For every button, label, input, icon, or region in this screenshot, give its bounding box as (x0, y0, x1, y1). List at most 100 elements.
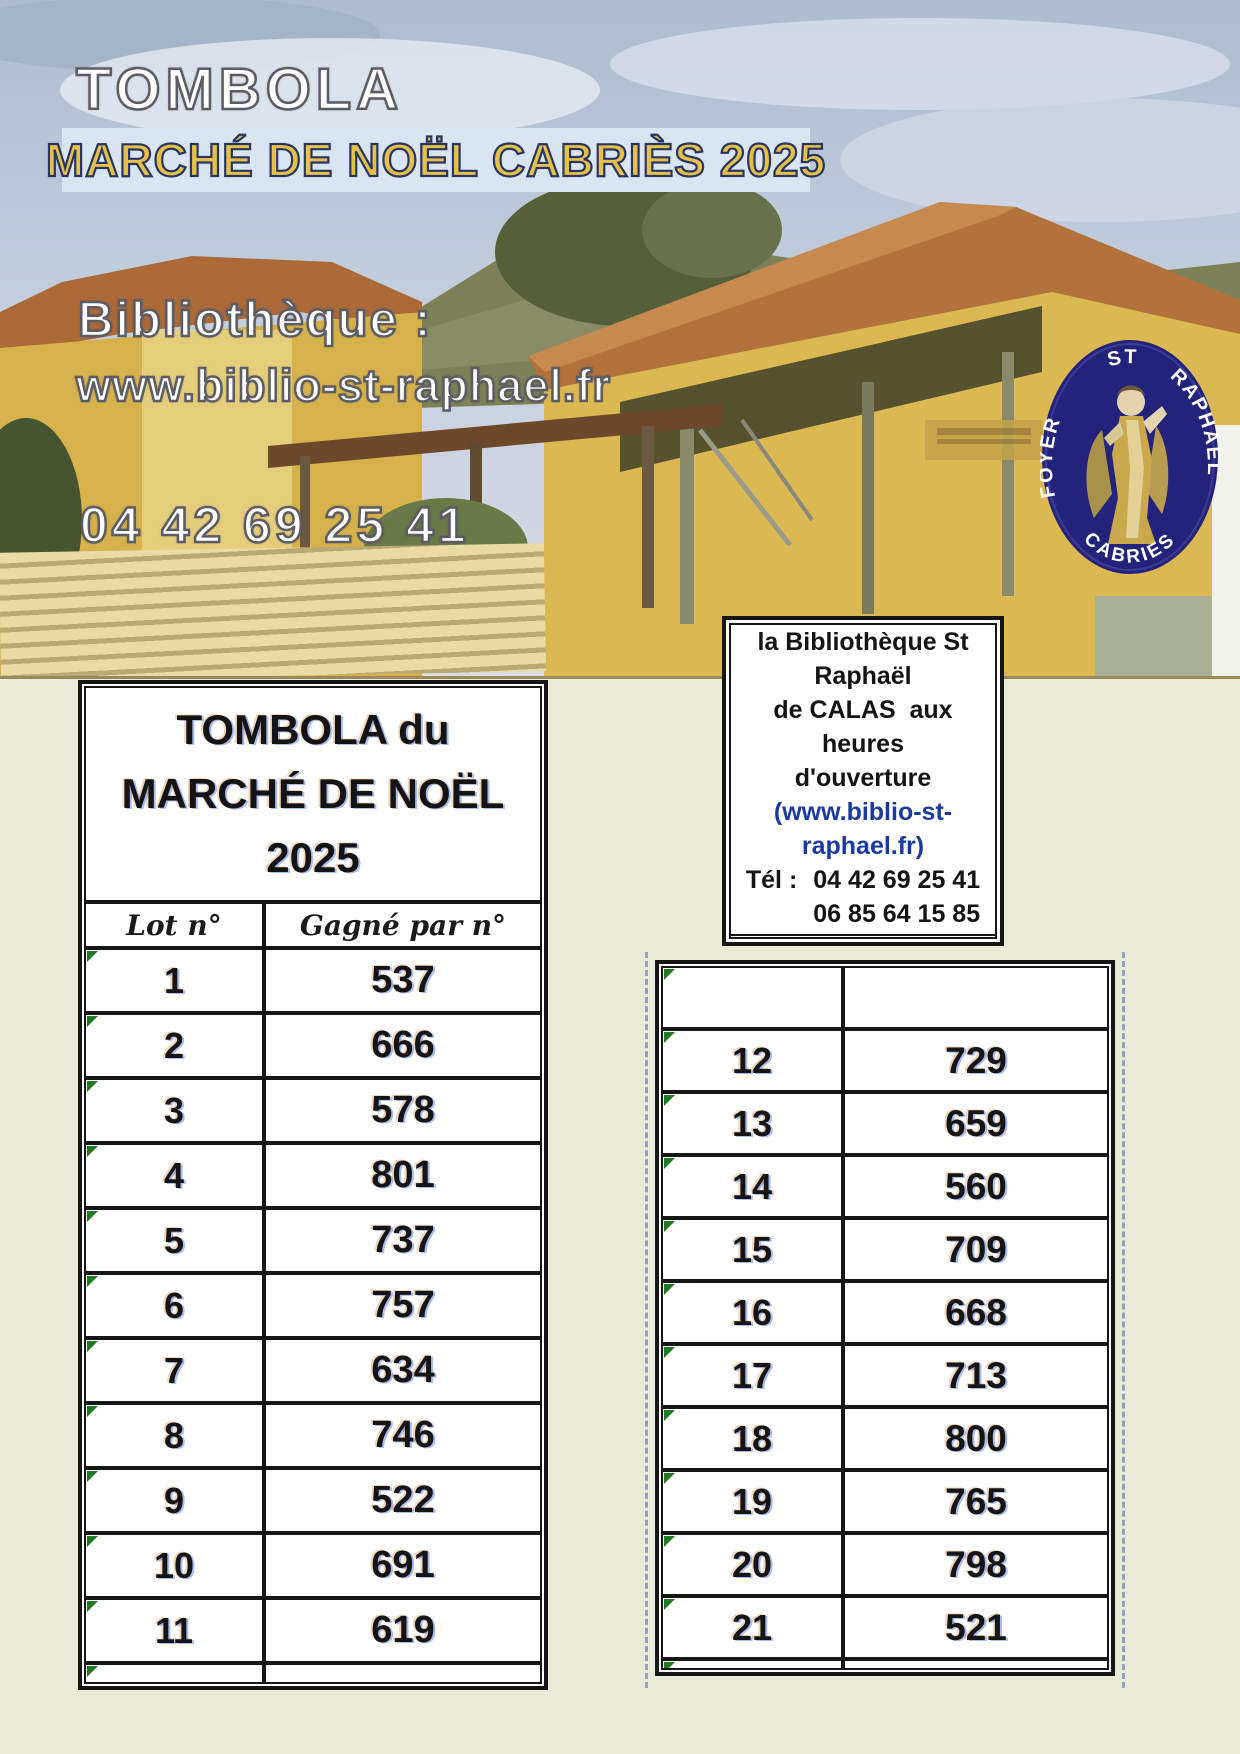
winner-cell: 801 (371, 1154, 435, 1196)
website-text: www.biblio-st-raphael.fr (75, 359, 611, 413)
phone-number-1: 04 42 69 25 41 (813, 866, 981, 894)
lot-cell: 3 (86, 1080, 266, 1141)
lot-cell: 21 (663, 1598, 845, 1657)
winner-cell: 691 (371, 1544, 435, 1586)
winner-cell: 668 (945, 1291, 1007, 1333)
winner-cell: 729 (945, 1039, 1007, 1081)
angel-statue-icon (1086, 385, 1169, 544)
pickup-info-box: la Bibliothèque St Raphaël de CALAS aux … (722, 616, 1004, 946)
lot-cell: 13 (663, 1094, 845, 1153)
table-row: 4 801 (86, 1145, 540, 1210)
library-label: Bibliothèque : (77, 292, 433, 349)
note-line: Les lots seront remis en (731, 936, 995, 937)
table-row: 19 765 (663, 1472, 1107, 1535)
info-line: la Bibliothèque St (757, 628, 969, 656)
winner-cell: 659 (945, 1102, 1007, 1144)
table-row: 16 668 (663, 1283, 1107, 1346)
phone-text: 04 42 69 25 41 (79, 496, 470, 555)
winner-cell: 666 (371, 1024, 435, 1066)
table-row: 14 560 (663, 1157, 1107, 1220)
lot-cell: 1 (86, 950, 266, 1011)
lot-cell: 20 (663, 1535, 845, 1594)
table-row: 7 634 (86, 1340, 540, 1405)
lot-cell: 4 (86, 1145, 266, 1206)
banner-text: MARCHÉ DE NOËL CABRIÈS 2025 (45, 133, 827, 187)
winner-cell: 634 (371, 1349, 435, 1391)
lot-cell: 18 (663, 1409, 845, 1468)
lot-cell: 15 (663, 1220, 845, 1279)
lot-cell: 9 (86, 1470, 266, 1531)
winner-cell: 578 (371, 1089, 435, 1131)
table-row: 10 691 (86, 1535, 540, 1600)
info-line: de CALAS aux heures (773, 696, 960, 758)
table-row: 21 521 (663, 1598, 1107, 1661)
lot-cell: 19 (663, 1472, 845, 1531)
library-logo: FOYER ST RAPHAËL CABRIES (1040, 338, 1220, 576)
lot-cell: 6 (86, 1275, 266, 1336)
table-row: 15 709 (663, 1220, 1107, 1283)
stairs-texture (0, 543, 547, 676)
column-header-lot: Lot n° (86, 904, 266, 946)
winner-cell: 521 (945, 1606, 1007, 1648)
table-header-row: Lot n° Gagné par n° (86, 900, 540, 950)
info-line: Raphaël (814, 662, 912, 690)
page-title: TOMBOLA (75, 56, 404, 124)
svg-text:ST: ST (1105, 346, 1138, 371)
table-row: 1 537 (86, 950, 540, 1015)
winner-cell: 709 (945, 1228, 1007, 1270)
lot-cell: 10 (86, 1535, 266, 1596)
page-break-line (1122, 952, 1125, 1688)
winner-cell: 746 (371, 1414, 435, 1456)
lot-cell: 11 (86, 1600, 266, 1661)
table-row: 22 600 (663, 1661, 1107, 1668)
lot-cell: 14 (663, 1157, 845, 1216)
logo-st-text: ST (1105, 346, 1136, 371)
lot-cell: 12 (663, 1031, 845, 1090)
lot-cell (663, 968, 845, 1027)
wall-sign (925, 420, 1043, 460)
table-row: 6 757 (86, 1275, 540, 1340)
table-title: TOMBOLA du MARCHÉ DE NOËL 2025 (86, 688, 540, 900)
winner-cell: 560 (945, 1165, 1007, 1207)
table-row: 13 659 (663, 1094, 1107, 1157)
library-photo: TOMBOLA MARCHÉ DE NOËL CABRIÈS 2025 Bibl… (0, 0, 1240, 679)
tel-label: Tél : (745, 866, 798, 894)
lot-cell: 16 (663, 1283, 845, 1342)
winner-cell: 765 (945, 1480, 1007, 1522)
winner-cell: 619 (371, 1609, 435, 1651)
table-title-line: TOMBOLA du (176, 706, 450, 753)
table-row-cutoff (663, 968, 1107, 1031)
lot-cell: 2 (86, 1015, 266, 1076)
banner: MARCHÉ DE NOËL CABRIÈS 2025 (45, 128, 826, 192)
table-row: 20 798 (663, 1535, 1107, 1598)
lot-cell: 8 (86, 1405, 266, 1466)
table-row: 3 578 (86, 1080, 540, 1145)
page-break-line (645, 952, 648, 1688)
table-row: 8 746 (86, 1405, 540, 1470)
lot-cell: 5 (86, 1210, 266, 1271)
winner-cell: 798 (945, 1543, 1007, 1585)
info-line: d'ouverture (794, 764, 932, 792)
winner-cell: 522 (371, 1479, 435, 1521)
lot-cell: 22 (663, 1661, 845, 1668)
winner-cell: 537 (371, 959, 435, 1001)
results-table-lots-12-22: 12 729 13 659 14 560 15 709 16 668 17 71… (655, 960, 1115, 1676)
winner-cell (266, 1665, 540, 1682)
winner-cell: 737 (371, 1219, 435, 1261)
winner-cell: 800 (945, 1417, 1007, 1459)
info-website-text: (www.biblio-st-raphael.fr) (773, 798, 953, 860)
table-row: 11 619 (86, 1600, 540, 1665)
divider (731, 934, 995, 936)
winner-cell: 757 (371, 1284, 435, 1326)
results-table-lots-1-11: TOMBOLA du MARCHÉ DE NOËL 2025 Lot n° Ga… (78, 680, 548, 1690)
winner-cell: 600 (845, 1661, 1107, 1668)
table-row: 17 713 (663, 1346, 1107, 1409)
column-header-winner: Gagné par n° (299, 908, 507, 942)
table-row: 5 737 (86, 1210, 540, 1275)
table-row: 18 800 (663, 1409, 1107, 1472)
table-row-cutoff (86, 1665, 540, 1682)
table-row: 2 666 (86, 1015, 540, 1080)
phone-number-2: 06 85 64 15 85 (813, 900, 981, 928)
lot-cell: 7 (86, 1340, 266, 1401)
